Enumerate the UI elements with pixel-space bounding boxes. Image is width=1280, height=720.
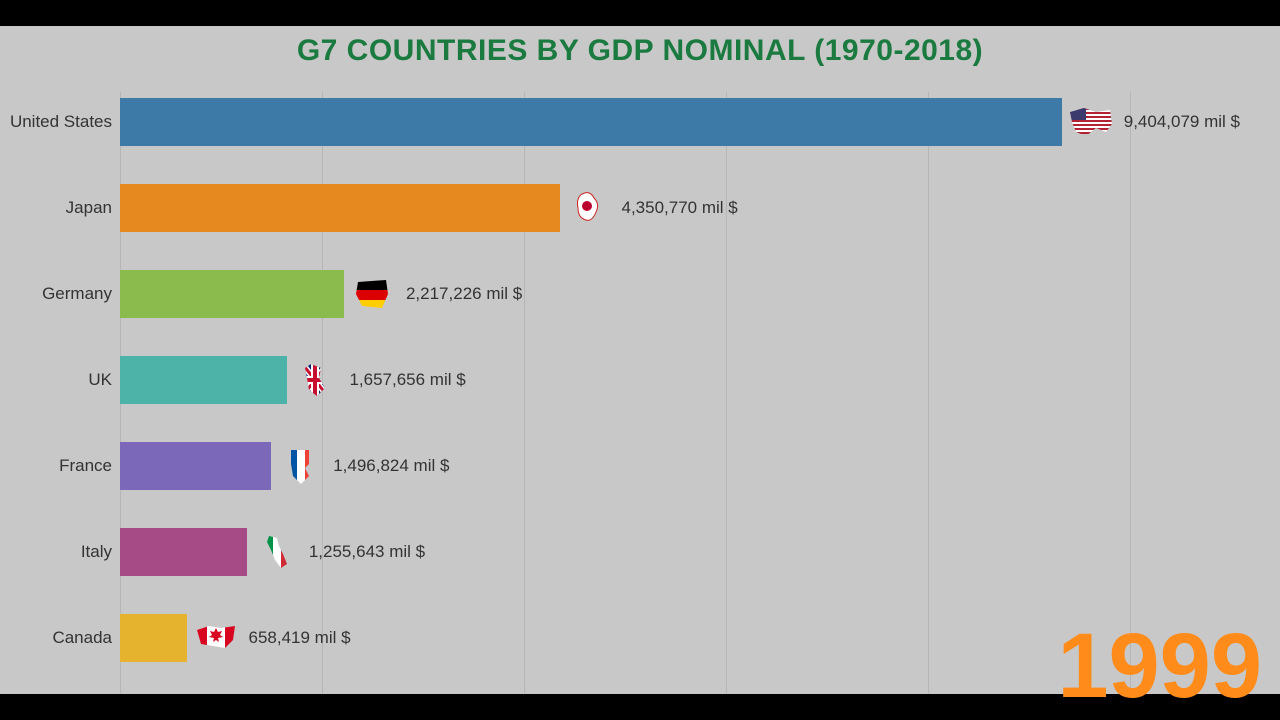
bar — [120, 98, 1062, 146]
fr-flag-icon — [271, 442, 327, 490]
country-label: UK — [88, 370, 112, 390]
letterbox-top — [0, 0, 1280, 26]
bar — [120, 614, 187, 662]
value-label: 1,496,824 mil $ — [333, 456, 449, 476]
value-label: 658,419 mil $ — [249, 628, 351, 648]
bar-row: Italy 1,255,643 mil $ — [120, 528, 1240, 576]
country-label: United States — [10, 112, 112, 132]
bar-row: France 1,496,824 mil $ — [120, 442, 1240, 490]
jp-flag-icon — [560, 184, 616, 232]
bar — [120, 528, 247, 576]
country-label: Canada — [52, 628, 112, 648]
bar-row: Germany 2,217,226 mil $ — [120, 270, 1240, 318]
country-label: Italy — [81, 542, 112, 562]
uk-flag-icon — [287, 356, 343, 404]
bar — [120, 270, 344, 318]
value-label: 2,217,226 mil $ — [406, 284, 522, 304]
us-flag-icon — [1062, 98, 1118, 146]
country-label: Germany — [42, 284, 112, 304]
country-label: France — [59, 456, 112, 476]
value-label: 4,350,770 mil $ — [622, 198, 738, 218]
it-flag-icon — [247, 528, 303, 576]
bar-row: United States 9,404,079 mil $ — [120, 98, 1240, 146]
value-label: 1,657,656 mil $ — [349, 370, 465, 390]
bar-row: Japan 4,350,770 mil $ — [120, 184, 1240, 232]
chart-title: G7 COUNTRIES BY GDP NOMINAL (1970-2018) — [0, 26, 1280, 68]
chart-stage: G7 COUNTRIES BY GDP NOMINAL (1970-2018) … — [0, 26, 1280, 694]
value-label: 9,404,079 mil $ — [1124, 112, 1240, 132]
year-label: 1999 — [1057, 620, 1262, 712]
de-flag-icon — [344, 270, 400, 318]
frame: G7 COUNTRIES BY GDP NOMINAL (1970-2018) … — [0, 0, 1280, 720]
country-label: Japan — [66, 198, 112, 218]
ca-flag-icon — [187, 614, 243, 662]
bar — [120, 184, 560, 232]
bar — [120, 442, 271, 490]
bar-row: UK 1,657,656 mil $ — [120, 356, 1240, 404]
chart-area: United States 9,404,079 mil $ Japan 4,350… — [120, 92, 1240, 694]
bar — [120, 356, 287, 404]
value-label: 1,255,643 mil $ — [309, 542, 425, 562]
